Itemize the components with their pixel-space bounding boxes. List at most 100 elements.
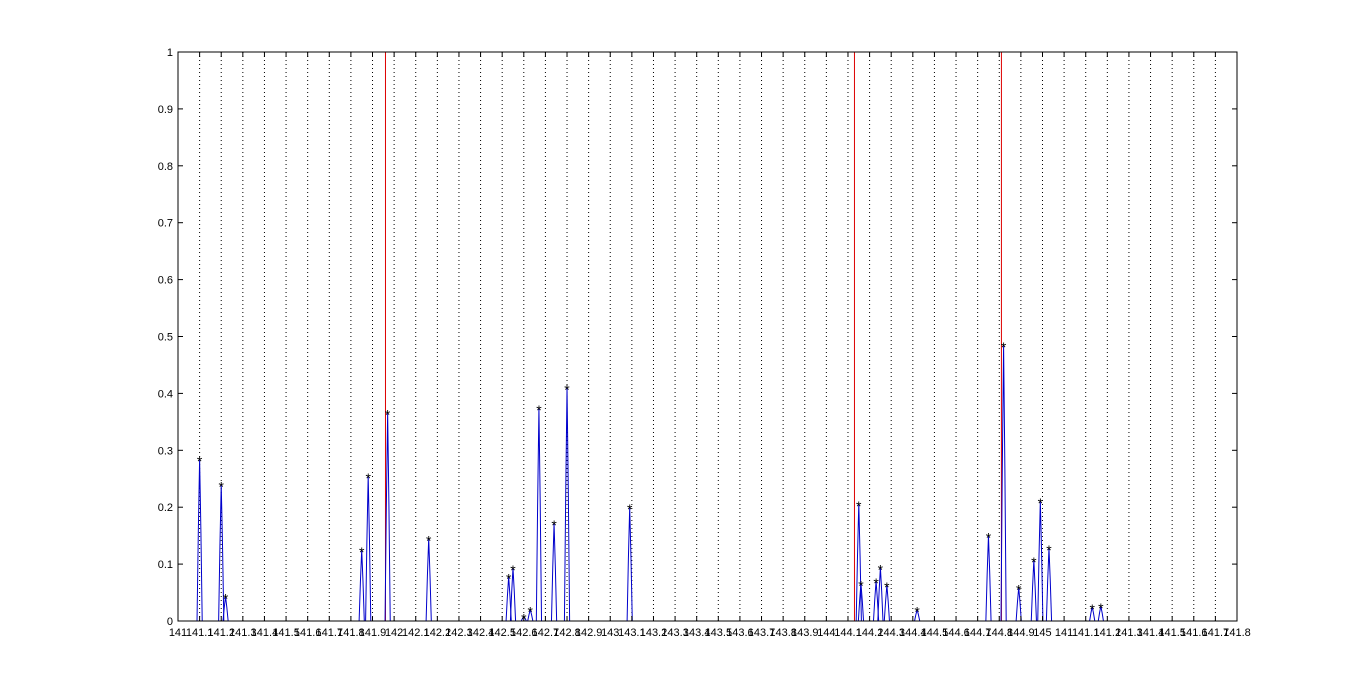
peak-markers: ***************************** xyxy=(197,339,1104,626)
peak-marker: * xyxy=(1016,581,1022,597)
x-tick-label: 141.4 xyxy=(1137,627,1165,639)
peak-marker: * xyxy=(528,604,534,620)
peak-marker: * xyxy=(1001,339,1007,355)
x-axis: 141141.1141.2141.3141.4141.5141.6141.714… xyxy=(169,52,1251,639)
peak-marker: * xyxy=(1031,554,1037,570)
signal-peak xyxy=(222,596,229,622)
x-tick-label: 141.1 xyxy=(1072,627,1100,639)
x-tick-label: 143.7 xyxy=(748,627,776,639)
peak-marker: * xyxy=(359,544,365,560)
signal-peak xyxy=(857,583,865,622)
signal-peak xyxy=(527,609,534,622)
signal-peak xyxy=(535,408,543,622)
signal-peak xyxy=(505,576,512,622)
x-tick-label: 141.4 xyxy=(251,627,279,639)
y-tick-label: 0.6 xyxy=(158,275,173,287)
signal-peak xyxy=(509,568,517,622)
x-tick-label: 143.3 xyxy=(661,627,689,639)
peak-marker: * xyxy=(873,575,879,591)
x-tick-label: 142.4 xyxy=(467,627,495,639)
x-tick-label: 143.6 xyxy=(726,627,754,639)
peak-marker: * xyxy=(426,532,432,548)
y-tick-label: 0.3 xyxy=(158,445,173,457)
x-tick-label: 141.3 xyxy=(1115,627,1143,639)
x-tick-label: 144.6 xyxy=(942,627,970,639)
x-tick-label: 142.3 xyxy=(445,627,473,639)
signal-peak xyxy=(626,507,633,622)
y-tick-label: 0.7 xyxy=(158,218,173,230)
peak-marker: * xyxy=(385,407,391,423)
peak-marker: * xyxy=(506,571,512,587)
x-tick-label: 143.4 xyxy=(683,627,711,639)
y-tick-label: 1 xyxy=(167,47,173,59)
x-tick-label: 144.2 xyxy=(856,627,884,639)
x-tick-label: 141.7 xyxy=(316,627,344,639)
peak-marker: * xyxy=(914,604,920,620)
peak-marker: * xyxy=(551,517,557,533)
y-tick-label: 0.8 xyxy=(158,161,173,173)
signal-peak xyxy=(365,475,372,622)
x-tick-label: 141 xyxy=(169,627,187,639)
x-tick-label: 142.2 xyxy=(424,627,452,639)
signal-peak xyxy=(1015,587,1022,622)
peak-marker: * xyxy=(856,498,862,514)
x-tick-label: 141.1 xyxy=(186,627,214,639)
plot-area xyxy=(178,52,1237,621)
x-tick-label: 142 xyxy=(385,627,403,639)
x-tick-label: 143.2 xyxy=(640,627,668,639)
peak-marker: * xyxy=(884,579,890,595)
x-tick-label: 143.9 xyxy=(791,627,819,639)
signal-peak xyxy=(196,458,203,622)
signal-peak xyxy=(1037,500,1044,622)
signal-peak xyxy=(358,549,365,622)
signal-peak xyxy=(218,484,225,622)
signal-peak xyxy=(985,535,992,622)
y-tick-label: 0.1 xyxy=(158,559,173,571)
x-tick-label: 144.5 xyxy=(921,627,949,639)
peak-marker: * xyxy=(218,478,224,494)
signal-peak xyxy=(1030,560,1037,622)
peak-marker: * xyxy=(1046,542,1052,558)
y-tick-label: 0.4 xyxy=(158,388,173,400)
signal-peak xyxy=(877,567,884,622)
x-tick-label: 143 xyxy=(601,627,619,639)
signal-peak xyxy=(914,609,921,622)
x-tick-label: 141.6 xyxy=(294,627,322,639)
x-tick-label: 143.1 xyxy=(618,627,646,639)
x-tick-label: 144.4 xyxy=(899,627,927,639)
signal-series xyxy=(196,345,1104,622)
y-tick-label: 0 xyxy=(167,616,173,628)
x-tick-label: 141.8 xyxy=(1223,627,1251,639)
peak-marker: * xyxy=(365,470,371,486)
signal-peak xyxy=(563,387,571,622)
peak-marker: * xyxy=(986,530,992,546)
peak-marker: * xyxy=(627,501,633,517)
peak-marker: * xyxy=(878,562,884,578)
x-tick-label: 144.9 xyxy=(1007,627,1035,639)
peak-marker: * xyxy=(223,591,229,607)
signal-peak xyxy=(883,585,890,622)
signal-peak xyxy=(1097,606,1104,622)
y-tick-label: 0.9 xyxy=(158,104,173,116)
x-tick-label: 141 xyxy=(1055,627,1073,639)
signal-peak xyxy=(384,412,391,622)
x-tick-label: 141.9 xyxy=(359,627,387,639)
x-tick-label: 141.8 xyxy=(337,627,365,639)
peak-marker: * xyxy=(858,577,864,593)
signal-peak xyxy=(550,523,558,622)
x-tick-label: 142.1 xyxy=(402,627,430,639)
y-tick-label: 0.2 xyxy=(158,502,173,514)
x-tick-label: 141.5 xyxy=(272,627,300,639)
signal-peak xyxy=(1000,345,1007,622)
x-tick-label: 141.2 xyxy=(1094,627,1122,639)
x-tick-label: 142.6 xyxy=(510,627,538,639)
x-tick-label: 141.7 xyxy=(1202,627,1230,639)
signal-peak xyxy=(425,538,432,622)
peak-marker: * xyxy=(197,453,203,469)
y-tick-label: 0.5 xyxy=(158,332,173,344)
signal-peak xyxy=(872,581,880,622)
signal-peak xyxy=(855,503,862,622)
peak-marker: * xyxy=(1038,495,1044,511)
x-tick-label: 143.5 xyxy=(705,627,733,639)
grid-lines xyxy=(199,52,1216,621)
